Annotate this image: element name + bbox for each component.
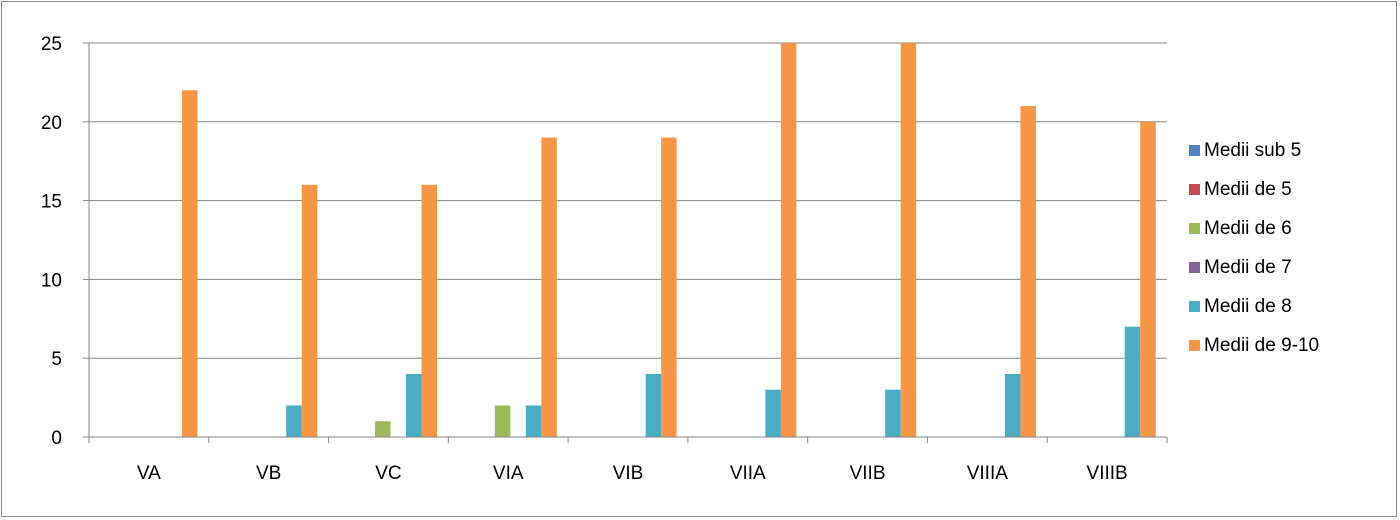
x-tick-label: VIB: [613, 463, 644, 484]
bar-medii-de-9-10-vc: [421, 184, 438, 437]
legend: Medii sub 5 Medii de 5 Medii de 6 Medii de …: [1189, 140, 1319, 356]
legend-swatch: [1189, 301, 1200, 312]
bar-medii-de-8-vib: [645, 373, 662, 437]
legend-swatch: [1189, 340, 1200, 351]
bar-medii-de-8-viiia: [1004, 373, 1021, 437]
bar-medii-de-8-viiib: [1124, 326, 1141, 437]
y-tick-label: 15: [41, 192, 62, 213]
bar-medii-de-9-10-vb: [301, 184, 318, 437]
bar-medii-de-8-viia: [765, 389, 781, 437]
bar-medii-de-8-vc: [406, 373, 422, 437]
x-tick-label: VB: [256, 463, 281, 484]
bar-medii-de-9-10-via: [541, 137, 557, 437]
bar-medii-de-6-via: [494, 405, 511, 437]
y-tick-label: 10: [41, 270, 62, 291]
bar-medii-de-6-vc: [375, 421, 391, 437]
x-tick-label: VIIIA: [967, 463, 1009, 484]
bar-medii-de-9-10-va: [182, 90, 198, 437]
bar-medii-de-9-10-vib: [661, 137, 677, 437]
x-tick-label: VC: [375, 463, 401, 484]
x-tick-label: VIIB: [850, 463, 886, 484]
gridlines: [89, 42, 1167, 359]
legend-label: Medii de 9-10: [1204, 335, 1319, 356]
bars: [182, 43, 1156, 438]
bar-medii-de-9-10-viia: [780, 43, 797, 437]
bar-medii-de-9-10-viib: [900, 43, 917, 437]
x-tick-label: VIIIB: [1087, 463, 1128, 484]
y-tick-label: 5: [51, 349, 62, 370]
legend-label: Medii de 8: [1204, 296, 1292, 317]
x-tick-label: VIA: [493, 463, 524, 484]
y-tick-label: 0: [51, 428, 62, 449]
x-tick-label: VIIA: [730, 463, 766, 484]
legend-label: Medii sub 5: [1204, 140, 1301, 161]
legend-label: Medii de 7: [1204, 257, 1292, 278]
legend-swatch: [1189, 262, 1200, 273]
legend-label: Medii de 6: [1204, 218, 1292, 239]
legend-swatch: [1189, 145, 1200, 156]
legend-label: Medii de 5: [1204, 179, 1292, 200]
legend-swatch: [1189, 223, 1200, 234]
legend-swatch: [1189, 184, 1200, 195]
bar-medii-de-9-10-viiia: [1020, 106, 1036, 437]
x-tick-label: VA: [137, 463, 161, 484]
bar-medii-de-8-vb: [286, 405, 302, 437]
bar-medii-de-9-10-viiib: [1140, 121, 1156, 438]
y-tick-label: 20: [41, 113, 62, 134]
bar-medii-de-8-viib: [885, 389, 901, 437]
y-tick-label: 25: [41, 34, 62, 55]
axes: 0 5 10 15 20 25 VA VB VC VIA VIB VIIA VIIB VIIIA VIIIB: [41, 34, 1168, 484]
bar-medii-de-8-via: [525, 405, 542, 437]
